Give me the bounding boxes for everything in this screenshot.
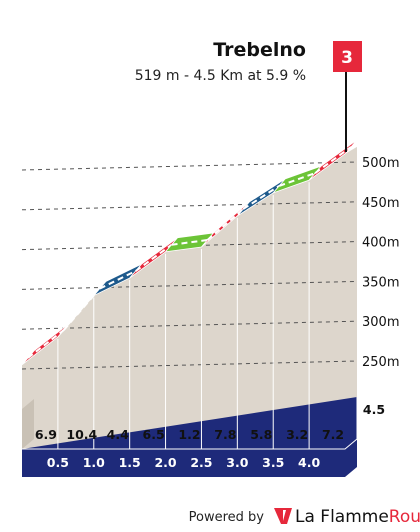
finish-flag: 3	[333, 41, 362, 152]
y-tick-label: 250m	[362, 355, 399, 370]
km-label: 0.5	[47, 455, 69, 470]
brand-part1: La Flamme	[295, 507, 389, 527]
chart-subtitle: 519 m - 4.5 Km at 5.9 %	[135, 68, 306, 84]
profile-side	[22, 399, 34, 449]
km-label: 2.5	[190, 455, 212, 470]
chart-title: Trebelno	[213, 39, 306, 61]
road-centerline	[278, 172, 316, 187]
km-label: 1.5	[119, 455, 141, 470]
y-tick-label: 350m	[362, 275, 399, 290]
km-label: 2.0	[154, 455, 176, 470]
gradient-label: 7.2	[322, 427, 344, 442]
gradient-label: 3.2	[286, 427, 308, 442]
km-label: 4.5	[363, 402, 385, 417]
road-centerline	[314, 146, 352, 174]
km-label: 3.5	[262, 455, 284, 470]
powered-by-label: Powered by	[189, 510, 265, 525]
chart-labels: 250m 300m 350m 400m 450m 500m 6.9 10.4 4.4 6.5 1.2…	[35, 156, 400, 470]
road-centerline	[171, 239, 208, 246]
gradient-label: 5.8	[250, 427, 272, 442]
gradient-label: 1.2	[178, 427, 200, 442]
gridline	[21, 161, 358, 171]
flag-number: 3	[341, 48, 353, 68]
gradient-label: 4.4	[107, 427, 129, 442]
y-tick-label: 300m	[362, 315, 399, 330]
road-centerline	[27, 329, 65, 359]
brand-part2: Rouge	[389, 507, 420, 527]
brand-name: La FlammeRouge	[295, 507, 420, 527]
gradient-label: 10.4	[66, 427, 97, 442]
road-centerline	[99, 270, 137, 290]
gradient-road	[21, 139, 358, 366]
road-centerline	[242, 185, 280, 210]
y-tick-label: 450m	[362, 196, 399, 211]
y-tick-label: 500m	[362, 156, 399, 171]
gradient-label: 6.9	[35, 427, 57, 442]
road-centerline	[135, 243, 173, 272]
la-flamme-rouge-logo-icon	[274, 508, 292, 524]
km-axis-edge	[22, 397, 358, 450]
gradient-label: 6.5	[143, 427, 165, 442]
km-label: 1.0	[83, 455, 105, 470]
gridlines	[21, 161, 358, 449]
gradient-label: 7.8	[214, 427, 236, 442]
road-centerline	[206, 208, 244, 241]
profile-area	[22, 146, 357, 449]
km-label: 3.0	[226, 455, 248, 470]
footer: Powered by La FlammeRouge	[189, 507, 420, 527]
km-label: 4.0	[298, 455, 320, 470]
y-tick-label: 400m	[362, 236, 399, 251]
